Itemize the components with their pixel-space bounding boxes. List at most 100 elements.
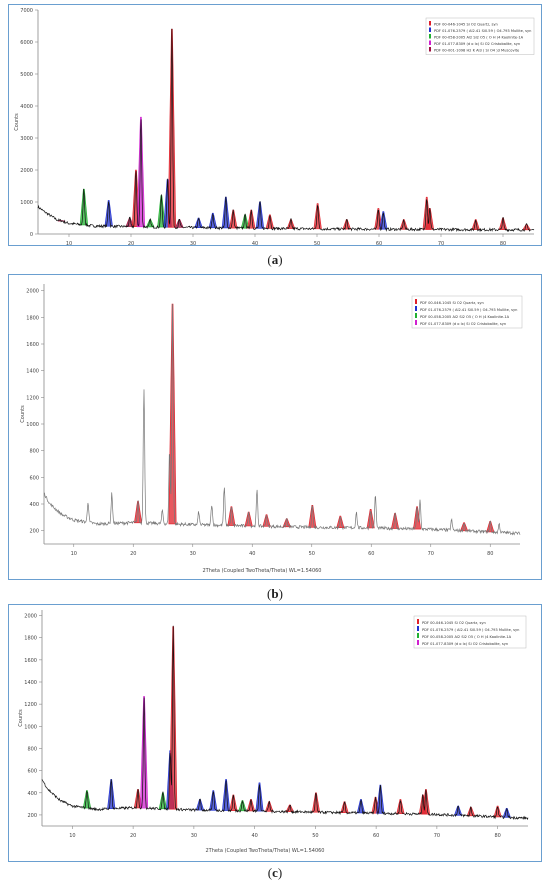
y-tick-label-800: 800 — [29, 449, 39, 455]
y-tick-label-1200: 1200 — [26, 395, 39, 401]
legend-entry-quartz: PDF 00-046-1045 Si O2 Quartz, syn — [420, 301, 484, 305]
chart-b: 200 400 600 800 1000 1200 1400 1600 1800 2000 10 20… — [8, 274, 542, 580]
y-tick-label-1400: 1400 — [24, 680, 37, 686]
y-tick-label-1600: 1600 — [24, 658, 37, 664]
peak-quartz-26.6 — [167, 28, 177, 228]
legend-box — [411, 295, 523, 329]
x-axis-label: 2Theta (Coupled TwoTheta/Theta) WL=1.540… — [202, 568, 321, 574]
legend-swatch-quartz — [429, 21, 431, 26]
x-tick-label-70: 70 — [428, 551, 434, 557]
y-tick-label-1000: 1000 — [26, 422, 39, 428]
peak-quartz-80 — [493, 805, 502, 818]
y-tick-label-1800: 1800 — [24, 636, 37, 642]
x-tick-label-50: 50 — [314, 241, 320, 246]
peak-quartz-26.6 — [169, 626, 178, 810]
peak-mullite-35.3 — [221, 196, 231, 229]
chart-a: 0 1000 2000 3000 4000 5000 6000 7000 10 20 30 40 50 6… — [8, 4, 542, 246]
y-tick-label-2000: 2000 — [26, 289, 39, 295]
y-tick-label-1000: 1000 — [20, 200, 33, 206]
peak-mullite-35.3 — [221, 779, 231, 811]
x-tick-label-70: 70 — [434, 833, 440, 839]
x-tick-label-30: 30 — [190, 241, 196, 246]
peak-quartz-64 — [396, 799, 405, 815]
peak-quartz-39.4 — [244, 511, 253, 527]
legend-entry-cristobalite: PDF 01-077-8309 (d o lx) Si O2 Cristobal… — [422, 642, 508, 646]
caption-b: (b) — [267, 586, 283, 601]
legend-swatch-quartz — [417, 619, 419, 624]
x-tick-label-10: 10 — [66, 241, 72, 246]
legend-entry-mullite: PDF 01-076-2579 ( Al2.41 Si0.59 ) O4.793… — [422, 628, 519, 632]
y-tick-label-3000: 3000 — [20, 136, 33, 142]
x-tick-label-10: 10 — [69, 833, 75, 839]
y-axis-label: Counts — [18, 709, 24, 727]
peak-quartz-67.7 — [413, 506, 422, 530]
peak-quartz-36.5 — [227, 506, 236, 526]
peak-quartz-26.6 — [168, 303, 177, 525]
legend-swatch-cristobalite — [415, 320, 417, 325]
x-tick-label-80: 80 — [487, 551, 493, 557]
caption-c: (c) — [267, 865, 283, 880]
x-tick-label-10: 10 — [71, 551, 77, 557]
x-tick-label-50: 50 — [312, 833, 318, 839]
peak-quartz-50.1 — [313, 203, 322, 230]
peak-quartz-54.8 — [336, 515, 345, 528]
y-tick-label-200: 200 — [29, 529, 39, 535]
peak-quartz-36.5 — [229, 794, 238, 811]
x-tick-label-20: 20 — [130, 551, 136, 557]
y-tick-label-7000: 7000 — [20, 8, 33, 14]
y-tick-label-400: 400 — [29, 502, 39, 508]
y-tick-label-1800: 1800 — [26, 315, 39, 321]
x-tick-label-40: 40 — [252, 241, 258, 246]
peak-kaolinite-12.4 — [79, 188, 89, 226]
y-tick-label-800: 800 — [27, 746, 37, 752]
legend-box — [425, 17, 535, 55]
legend-entry-quartz: PDF 00-046-1045 Si O2 Quartz, syn — [422, 621, 486, 625]
peak-quartz-50.1 — [311, 792, 321, 813]
x-tick-label-40: 40 — [249, 551, 255, 557]
peak-cristobalite-21.8 — [140, 696, 149, 809]
y-tick-label-600: 600 — [27, 769, 37, 775]
peak-mullite-33.2 — [208, 212, 218, 229]
legend-entry-kaolinite: PDF 00-058-2005 Al2 Si2 O5 ( O H )4 Kaol… — [434, 35, 524, 39]
peak-kaolinite-12.4 — [82, 790, 92, 809]
legend-entry-kaolinite: PDF 00-058-2005 Al2 Si2 O5 ( O H )4 Kaol… — [420, 315, 510, 319]
y-tick-label-2000: 2000 — [20, 168, 33, 174]
legend-swatch-mullite — [415, 306, 417, 311]
caption-letter-a: a — [271, 252, 279, 267]
peak-mullite-40.8 — [255, 782, 264, 812]
y-tick-label-1000: 1000 — [24, 724, 37, 730]
y-tick-label-400: 400 — [27, 791, 37, 797]
peak-quartz-64 — [399, 219, 409, 230]
peak-mullite-57.5 — [356, 799, 366, 814]
peak-quartz-68.2 — [425, 208, 435, 230]
x-tick-label-80: 80 — [494, 833, 500, 839]
peak-mullite-16.4 — [107, 779, 116, 810]
peak-quartz-20.8 — [133, 789, 143, 809]
y-tick-label-0: 0 — [30, 232, 33, 238]
legend-entry-mullite: PDF 01-076-2579 ( Al2.41 Si0.59 ) O4.793… — [434, 29, 531, 33]
diffraction-pattern-line — [37, 28, 535, 233]
legend-swatch-mullite — [429, 27, 431, 32]
legend-swatch-mullite — [417, 626, 419, 631]
y-tick-label-4000: 4000 — [20, 104, 33, 110]
peak-kaolinite-38 — [238, 800, 247, 812]
y-tick-label-600: 600 — [29, 475, 39, 481]
legend-entry-mullite: PDF 01-076-2579 ( Al2.41 Si0.59 ) O4.793… — [420, 308, 517, 312]
legend-swatch-quartz — [415, 299, 417, 304]
peak-mullite-81.5 — [502, 807, 511, 818]
peak-mullite-60.7 — [376, 784, 385, 814]
legend-entry-cristobalite: PDF 01-077-8309 (d o lx) Si O2 Cristobal… — [420, 322, 506, 326]
x-tick-label-50: 50 — [309, 551, 315, 557]
y-tick-label-1200: 1200 — [24, 702, 37, 708]
y-tick-label-5000: 5000 — [20, 72, 33, 78]
legend-entry-kaolinite: PDF 00-058-2005 Al2 Si2 O5 ( O H )4 Kaol… — [422, 635, 512, 639]
peak-quartz-39.4 — [247, 209, 256, 229]
chart-panel-b: 200 400 600 800 1000 1200 1400 1600 1800 2000 10 20… — [8, 274, 542, 580]
chart-panel-a: 0 1000 2000 3000 4000 5000 6000 7000 10 20 30 40 50 6… — [8, 4, 542, 246]
legend-swatch-kaolinite — [429, 34, 431, 39]
peak-quartz-36.5 — [229, 209, 238, 229]
caption-letter-b: b — [271, 586, 279, 601]
peak-quartz-42.4 — [265, 214, 275, 229]
y-axis-label: Counts — [20, 405, 26, 423]
legend-swatch-cristobalite — [429, 40, 431, 45]
